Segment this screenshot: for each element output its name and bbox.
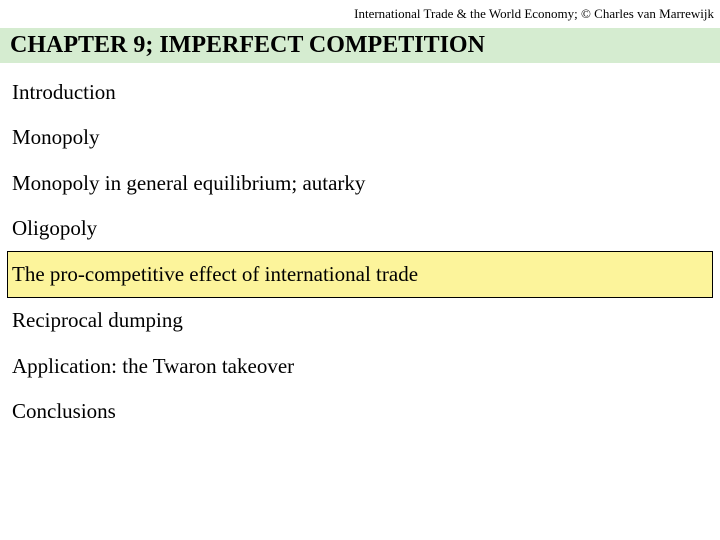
attribution-text: International Trade & the World Economy;… [354, 6, 714, 22]
chapter-title: CHAPTER 9; IMPERFECT COMPETITION [0, 28, 720, 63]
toc-item: Conclusions [10, 389, 710, 434]
toc-item: The pro-competitive effect of internatio… [7, 251, 713, 298]
toc-item: Application: the Twaron takeover [10, 344, 710, 389]
slide: International Trade & the World Economy;… [0, 0, 720, 540]
toc-item: Reciprocal dumping [10, 298, 710, 343]
toc-item: Oligopoly [10, 206, 710, 251]
toc-item: Monopoly in general equilibrium; autarky [10, 161, 710, 206]
toc-item: Monopoly [10, 115, 710, 160]
toc-list: IntroductionMonopolyMonopoly in general … [10, 70, 710, 434]
toc-item: Introduction [10, 70, 710, 115]
